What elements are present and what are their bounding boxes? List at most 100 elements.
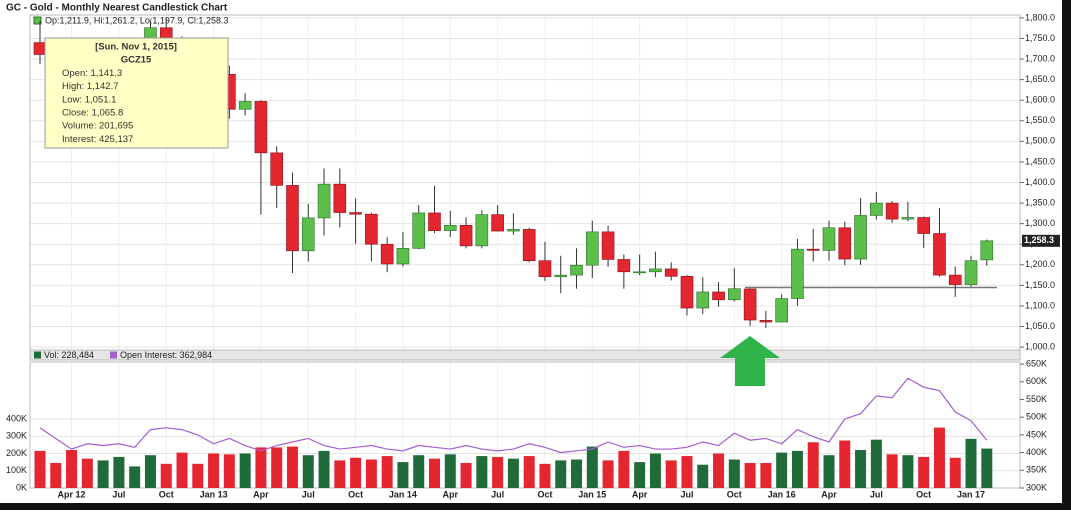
y2-tick-label: 450K	[1026, 429, 1047, 439]
volume-bar	[239, 453, 251, 488]
candle-body	[570, 264, 583, 276]
volume-bar	[713, 453, 725, 488]
candle-body	[443, 225, 457, 231]
candle-body	[980, 240, 994, 261]
candle-body	[649, 268, 662, 273]
candle-body	[743, 288, 757, 321]
y-tick-label: 1,650.0	[1025, 74, 1055, 84]
volume-bar	[302, 455, 314, 488]
open-interest-line	[39, 377, 988, 454]
candle-body	[633, 271, 646, 274]
y2-tick-label: 650K	[1026, 358, 1047, 368]
volume-bar	[334, 460, 346, 488]
volume-bar	[586, 446, 598, 488]
ohlc-swatch	[33, 16, 42, 25]
legend-label: Open Interest: 362,984	[120, 350, 212, 360]
volume-bar	[697, 464, 709, 488]
x-tick-label: Jan 14	[389, 489, 417, 499]
x-tick-label: Apr 12	[58, 489, 86, 499]
y-tick-label: 1,550.0	[1025, 115, 1055, 125]
y-tick-label: 1,700.0	[1025, 53, 1055, 63]
x-tick-label: Apr	[632, 489, 648, 499]
x-tick-label: Jan 17	[957, 489, 985, 499]
y-tick-label: 1,000.0	[1025, 341, 1055, 351]
candle-body	[254, 101, 268, 154]
candle-body	[459, 225, 473, 247]
y-tick-label: 1,800.0	[1025, 12, 1055, 22]
x-tick-label: Jan 15	[578, 489, 606, 499]
ohlc-readout: Op:1,211.9, Hi:1,261.2, Lo:1,197.9, Cl:1…	[45, 15, 228, 25]
candle-body	[806, 248, 820, 251]
volume-bar	[255, 447, 267, 488]
volume-bar	[81, 458, 93, 488]
volume-bar	[571, 459, 583, 488]
tooltip-line: Close: 1,065.8	[62, 108, 123, 119]
volume-bar	[286, 446, 298, 488]
volume-bar	[555, 460, 567, 488]
candle-body	[759, 320, 773, 323]
candle-body	[491, 214, 504, 232]
arrow-up	[720, 336, 780, 386]
tooltip-line: Volume: 201,695	[62, 121, 133, 132]
x-tick-label: Jul	[302, 489, 315, 499]
candle-body	[901, 217, 915, 220]
volume-bar	[823, 455, 835, 488]
candle-body	[854, 215, 867, 260]
volume-bar	[728, 459, 740, 488]
volume-bar	[602, 460, 614, 488]
volume-bar	[413, 455, 425, 488]
candle-body	[380, 243, 394, 265]
tooltip: [Sun. Nov 1, 2015] GCZ15 Open: 1,141.3 High…	[44, 37, 229, 149]
volume-bar	[429, 458, 440, 488]
candle-body	[238, 101, 252, 110]
volume-bar	[144, 455, 156, 488]
volume-bar	[539, 463, 551, 488]
candle-body	[396, 248, 410, 265]
separator	[29, 349, 1021, 361]
candle-body	[933, 233, 946, 276]
volume-bar	[381, 456, 393, 488]
candle-body	[507, 229, 520, 232]
volume-bar	[839, 440, 851, 488]
volume-bar	[318, 450, 330, 488]
volume-bar	[444, 454, 456, 488]
volume-bar	[350, 457, 362, 488]
y-tick-label: 1,450.0	[1025, 156, 1055, 166]
volume-bar	[618, 450, 630, 488]
candle-body	[333, 183, 347, 213]
candle-body	[728, 288, 741, 301]
y-tick-label: 1,200.0	[1025, 259, 1055, 269]
y-tick-label: 300K	[6, 431, 27, 441]
y2-tick-label: 500K	[1026, 412, 1047, 422]
volume-bar	[271, 447, 283, 488]
tooltip-line: Interest: 425,137	[62, 134, 133, 145]
volume-bar	[50, 462, 62, 488]
candle-body	[317, 183, 331, 219]
y-tick-label: 1,400.0	[1025, 177, 1055, 187]
y2-tick-label: 600K	[1026, 376, 1047, 386]
candle-body	[522, 229, 536, 261]
y-tick-label: 1,350.0	[1025, 197, 1055, 207]
tooltip-line: Low: 1,051.1	[62, 94, 116, 105]
candle-body	[601, 231, 615, 260]
tooltip-box	[44, 37, 229, 149]
tooltip-line: Open: 1,141.3	[62, 68, 122, 79]
x-tick-label: Jul	[680, 489, 693, 499]
candle-body	[870, 202, 883, 216]
volume-bar	[523, 456, 535, 488]
candle-body	[838, 227, 852, 260]
volume-bar	[665, 460, 677, 488]
candle-body	[885, 202, 899, 220]
candle-body	[538, 260, 552, 278]
tooltip-line: GCZ15	[121, 55, 152, 66]
volume-bar	[870, 439, 882, 488]
volume-bar	[97, 460, 109, 488]
y-tick-label: 200K	[6, 448, 27, 458]
volume-bar	[129, 466, 141, 488]
volume-bar	[507, 458, 519, 488]
x-tick-label: Oct	[348, 489, 363, 499]
x-tick-label: Apr	[253, 489, 269, 499]
candle-body	[917, 217, 930, 234]
volume-bar	[113, 456, 125, 488]
